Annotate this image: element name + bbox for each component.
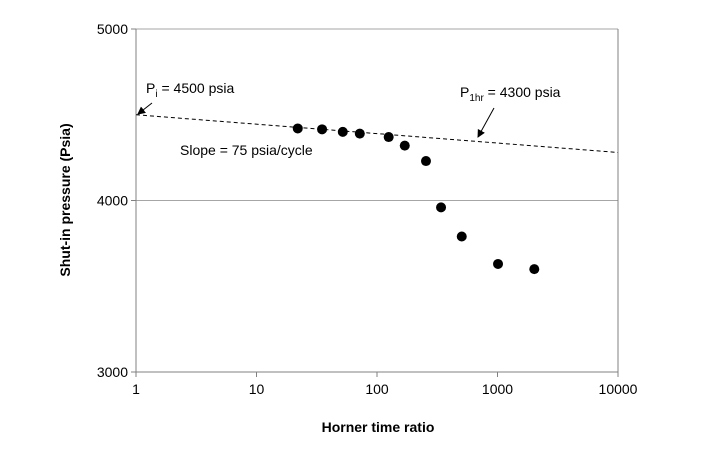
pi-arrow (138, 103, 152, 114)
data-point (317, 124, 327, 134)
x-tick-label: 1000 (482, 381, 513, 397)
data-point (338, 127, 348, 137)
x-tick-label: 1 (132, 381, 140, 397)
data-point (384, 132, 394, 142)
data-point (400, 141, 410, 151)
x-tick-labels: 1 10 100 1000 10000 (132, 372, 638, 397)
data-points (293, 123, 540, 274)
p1hr-arrow (478, 108, 494, 137)
y-tick-labels: 5000 4000 3000 (97, 21, 136, 380)
y-tick-label: 5000 (97, 21, 128, 37)
x-axis-title: Horner time ratio (322, 419, 435, 435)
data-point (355, 129, 365, 139)
slope-annotation: Slope = 75 psia/cycle (180, 142, 313, 158)
p1hr-annotation: P1hr = 4300 psia (460, 84, 561, 104)
x-tick-label: 10000 (599, 381, 638, 397)
data-point (457, 232, 467, 242)
pi-annotation: Pi = 4500 psia (146, 80, 234, 100)
y-tick-label: 3000 (97, 364, 128, 380)
x-tick-label: 10 (249, 381, 265, 397)
data-point (493, 259, 503, 269)
data-point (529, 264, 539, 274)
p1hr-annotation-base: P (460, 84, 469, 100)
p1hr-annotation-sub: 1hr (469, 93, 484, 104)
y-axis-title: Shut-in pressure (Psia) (57, 123, 73, 276)
data-point (421, 156, 431, 166)
pi-annotation-base: P (146, 80, 155, 96)
pi-annotation-rest: = 4500 psia (158, 80, 235, 96)
y-tick-label: 4000 (97, 193, 128, 209)
p1hr-annotation-rest: = 4300 psia (484, 84, 561, 100)
data-point (293, 123, 303, 133)
x-tick-label: 100 (365, 381, 389, 397)
data-point (436, 202, 446, 212)
